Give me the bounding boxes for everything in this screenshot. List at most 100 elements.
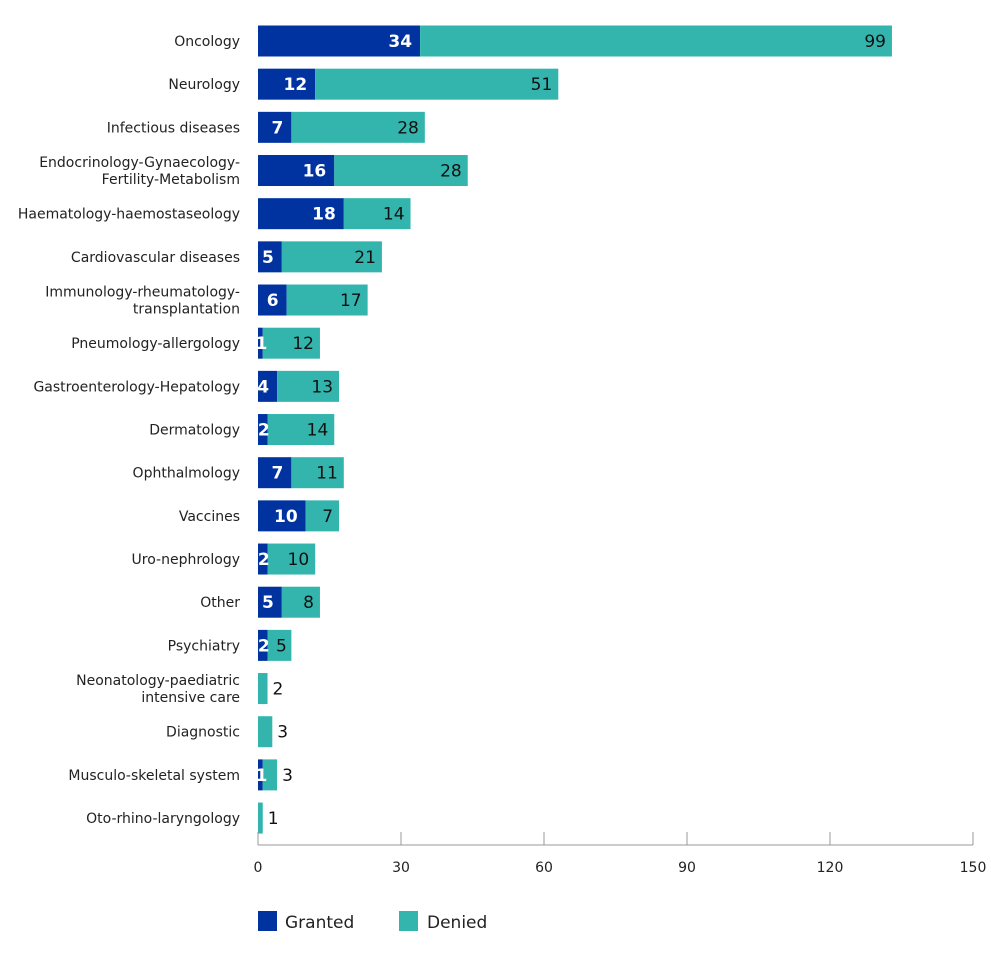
category-label: Psychiatry: [168, 638, 240, 654]
bar-denied: [267, 629, 292, 661]
data-label-denied: 5: [276, 636, 287, 656]
category-label: Oncology: [174, 34, 240, 50]
bar-granted: [258, 25, 421, 57]
bar-denied: [258, 716, 273, 748]
bar-granted: [258, 414, 268, 446]
data-label-denied: 51: [531, 75, 553, 95]
bar-denied: [262, 327, 320, 359]
category-label: Endocrinology-Gynaecology-: [39, 155, 240, 171]
bar-denied: [286, 284, 368, 316]
bar-granted: [258, 111, 292, 143]
bar-denied: [420, 25, 892, 57]
category-label: Immunology-rheumatology-: [45, 285, 240, 301]
category-label: Cardiovascular diseases: [71, 250, 240, 266]
bar-denied: [267, 414, 335, 446]
x-tick-label: 150: [960, 860, 987, 876]
category-label: Dermatology: [149, 423, 240, 439]
data-label-denied: 10: [288, 550, 310, 570]
data-label-denied: 7: [322, 507, 333, 527]
bar-denied: [343, 198, 411, 230]
category-label: Vaccines: [179, 509, 240, 525]
data-label-granted: 2: [258, 636, 270, 656]
category-label: Fertility-Metabolism: [102, 172, 240, 188]
category-label: Neonatology-paediatric: [76, 673, 240, 689]
data-label-granted: 4: [257, 377, 269, 397]
bar-denied: [258, 673, 268, 705]
bar-denied: [291, 457, 344, 489]
category-label: Haematology-haemostaseology: [18, 207, 240, 223]
x-tick-label: 0: [254, 860, 263, 876]
data-label-granted: 16: [303, 162, 327, 182]
data-label-granted: 1: [255, 766, 267, 786]
category-label: Other: [200, 595, 240, 611]
x-tick-label: 30: [392, 860, 410, 876]
category-label: Neurology: [168, 77, 240, 93]
x-tick-label: 60: [535, 860, 553, 876]
category-label: transplantation: [133, 302, 240, 318]
data-label-denied: 11: [316, 464, 338, 484]
data-label-granted: 18: [312, 205, 336, 225]
category-label: Uro-nephrology: [132, 552, 240, 568]
data-label-denied: 3: [277, 723, 288, 743]
data-label-denied: 28: [397, 118, 419, 138]
data-label-granted: 5: [262, 248, 274, 268]
bar-granted: [258, 500, 306, 532]
data-label-denied: 1: [268, 809, 279, 829]
data-label-granted: 7: [272, 118, 284, 138]
data-label-granted: 5: [262, 593, 274, 613]
bar-denied: [334, 155, 468, 187]
data-label-denied: 99: [864, 32, 886, 52]
bar-granted: [258, 543, 268, 575]
x-tick-label: 90: [678, 860, 696, 876]
bar-granted: [258, 370, 278, 402]
bar-denied: [281, 241, 382, 273]
legend-label-denied: Denied: [427, 913, 487, 933]
category-label: Pneumology-allergology: [71, 336, 240, 352]
data-label-denied: 8: [303, 593, 314, 613]
data-label-denied: 14: [383, 205, 405, 225]
bar-granted: [258, 68, 316, 100]
category-label: Ophthalmology: [133, 466, 240, 482]
bar-denied: [258, 802, 263, 834]
bar-denied: [267, 543, 316, 575]
bar-granted: [258, 457, 292, 489]
data-label-denied: 3: [282, 766, 293, 786]
data-label-granted: 1: [255, 334, 267, 354]
legend-swatch-granted: [258, 911, 277, 931]
bar-denied: [281, 586, 320, 618]
bar-granted: [258, 629, 268, 661]
bar-granted: [258, 155, 335, 187]
legend-swatch-denied: [399, 911, 418, 931]
data-label-granted: 2: [258, 421, 270, 441]
bar-granted: [258, 284, 287, 316]
data-label-granted: 6: [267, 291, 279, 311]
data-label-denied: 13: [311, 377, 333, 397]
x-tick-label: 120: [817, 860, 844, 876]
data-label-denied: 28: [440, 162, 462, 182]
data-label-denied: 2: [273, 680, 284, 700]
bar-denied: [262, 759, 278, 791]
bar-denied: [315, 68, 559, 100]
bar-denied: [305, 500, 340, 532]
legend-label-granted: Granted: [285, 913, 354, 933]
category-label: Infectious diseases: [107, 120, 240, 136]
category-label: Gastroenterology-Hepatology: [33, 379, 240, 395]
data-label-granted: 34: [388, 32, 412, 52]
data-label-denied: 14: [307, 421, 329, 441]
data-label-granted: 7: [272, 464, 284, 484]
bar-denied: [291, 111, 425, 143]
data-label-granted: 10: [274, 507, 298, 527]
data-label-granted: 12: [284, 75, 308, 95]
data-label-denied: 21: [354, 248, 376, 268]
bar-granted: [258, 586, 282, 618]
bar-granted: [258, 198, 344, 230]
category-label: intensive care: [141, 690, 240, 706]
bar-granted: [258, 759, 263, 791]
category-label: Musculo-skeletal system: [68, 768, 240, 784]
bar-granted: [258, 241, 282, 273]
bar-denied: [277, 370, 340, 402]
category-label: Oto-rhino-laryngology: [86, 811, 240, 827]
category-label: Diagnostic: [166, 725, 240, 741]
data-label-granted: 2: [258, 550, 270, 570]
